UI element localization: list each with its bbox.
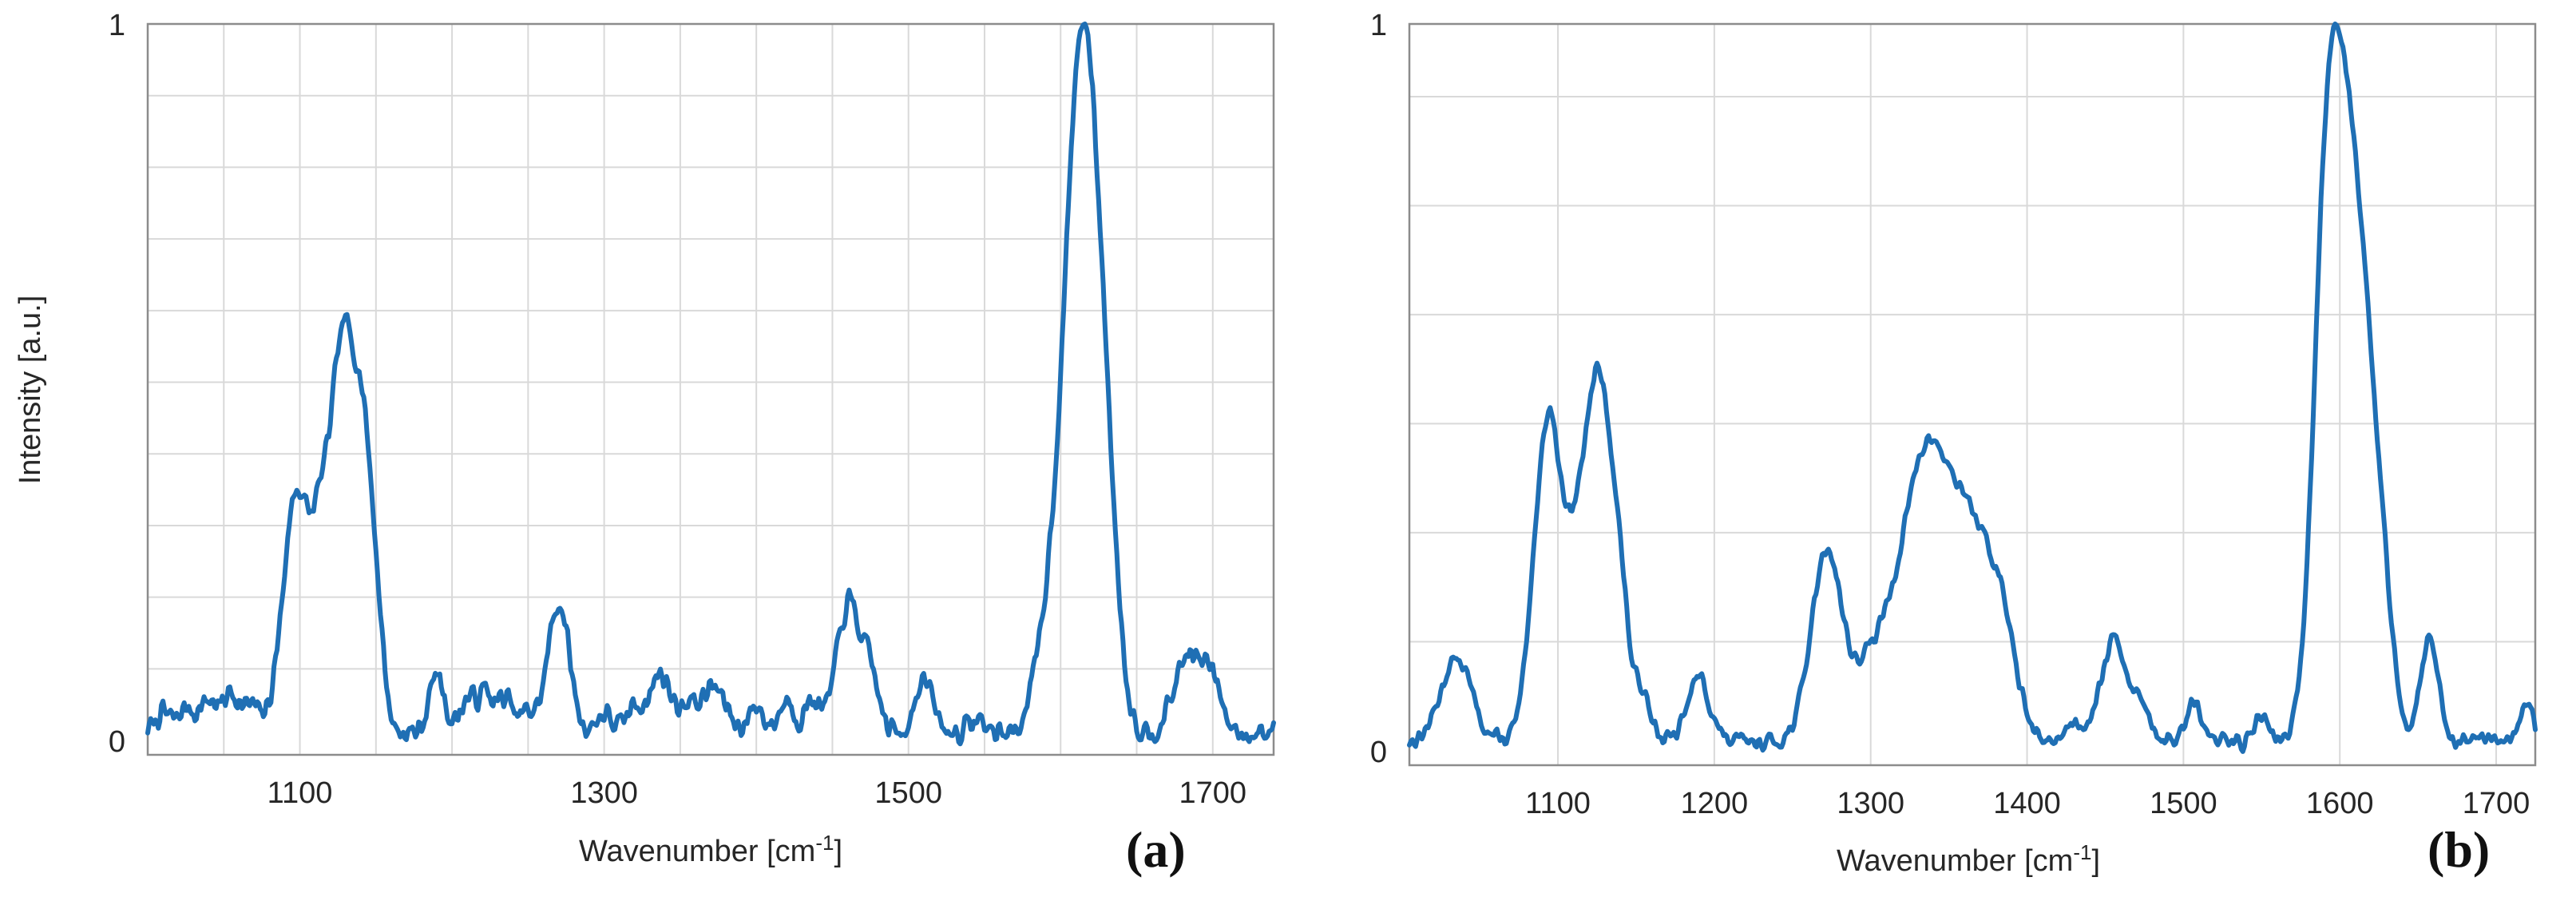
y-tick-label-a-1: 1 — [109, 9, 125, 42]
x-axis-label-a: Wavenumber [cm-1] — [579, 831, 842, 868]
y-axis-label-a: Intensity [a.u.] — [14, 296, 47, 485]
spectrum-line-b — [1407, 22, 2538, 754]
x-tick-label-b-3: 1400 — [1993, 787, 2061, 820]
x-tick-label-b-4: 1500 — [2150, 787, 2217, 820]
x-tick-label-a-0: 1100 — [268, 776, 333, 810]
x-tick-label-b-5: 1600 — [2306, 787, 2374, 820]
x-tick-label-a-3: 1700 — [1179, 776, 1247, 810]
y-tick-label-b-1: 1 — [1370, 9, 1387, 42]
grid-lines-b — [1409, 24, 2535, 765]
y-tick-labels-b: 01 — [1370, 9, 1387, 769]
plot-frame-a — [146, 22, 1275, 756]
x-tick-label-a-1: 1300 — [570, 776, 638, 810]
chart-panel-a: 1100 1300 1500 1700 01 Wavenumber [cm-1] In… — [14, 9, 1276, 878]
x-axis-label-b: Wavenumber [cm-1] — [1837, 840, 2100, 878]
x-tick-label-b-2: 1300 — [1837, 787, 1904, 820]
spectrum-line-a — [145, 22, 1276, 747]
panel-label-b: (b) — [2427, 821, 2490, 878]
x-tick-labels-b: 1100 1200 1300 1400 1500 1600 1700 — [1525, 787, 2530, 820]
panel-label-a: (a) — [1126, 821, 1186, 878]
chart-panel-b: 1100 1200 1300 1400 1500 1600 1700 01 Wavenumb… — [1370, 9, 2538, 878]
x-tick-label-b-6: 1700 — [2463, 787, 2530, 820]
x-tick-label-b-1: 1200 — [1681, 787, 1749, 820]
x-tick-label-a-2: 1500 — [874, 776, 942, 810]
y-tick-label-b-0: 0 — [1370, 736, 1387, 769]
grid-lines-a — [148, 24, 1274, 755]
x-tick-labels-a: 1100 1300 1500 1700 — [268, 776, 1246, 810]
y-tick-label-a-0: 0 — [109, 725, 125, 759]
y-tick-labels-a: 01 — [109, 9, 125, 759]
plot-frame-b — [1408, 22, 2537, 767]
x-tick-label-b-0: 1100 — [1525, 787, 1591, 820]
